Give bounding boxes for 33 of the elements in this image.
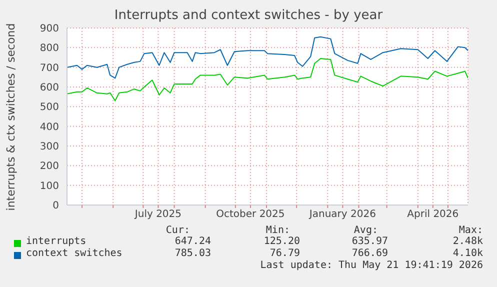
line-series <box>67 36 468 79</box>
text: 4.10k <box>452 248 483 259</box>
y-tick-label: 300 <box>40 142 59 153</box>
y-tick-label: 700 <box>40 62 59 74</box>
text: 125.20 <box>264 236 300 247</box>
y-tick-label: 100 <box>40 180 59 192</box>
text: 766.69 <box>352 248 388 259</box>
y-tick-label: 900 <box>40 24 59 35</box>
x-tick-label: July 2025 <box>134 209 182 220</box>
text: Avg: <box>354 225 378 236</box>
y-tick-label: 800 <box>40 43 59 54</box>
text: 635.97 <box>352 236 388 247</box>
text: 76.79 <box>270 248 300 259</box>
x-tick-label: October 2025 <box>216 209 285 220</box>
text: 2.48k <box>452 236 483 247</box>
x-tick-label: January 2026 <box>308 209 376 220</box>
text: Last update: Thu May 21 19:41:19 2026 <box>260 260 483 271</box>
y-tick-label: 400 <box>40 122 59 133</box>
text: Max: <box>458 225 483 236</box>
line-series <box>67 58 468 102</box>
text: Cur: <box>166 225 190 236</box>
y-axis-title: interrupts & ctx switches / second <box>4 23 18 211</box>
chart-title: Interrupts and context switches - by year <box>113 8 384 23</box>
y-tick-label: 600 <box>40 82 59 94</box>
y-tick-label: 500 <box>40 102 59 114</box>
text: Min: <box>266 225 290 236</box>
legend-label: context switches <box>26 248 122 259</box>
legend-label: interrupts <box>26 236 86 247</box>
text: 647.24 <box>174 236 211 247</box>
y-tick-label: 200 <box>40 161 59 172</box>
x-tick-label: April 2026 <box>407 209 459 220</box>
y-tick-label: 0 <box>52 200 59 212</box>
text: 785.03 <box>174 248 211 259</box>
